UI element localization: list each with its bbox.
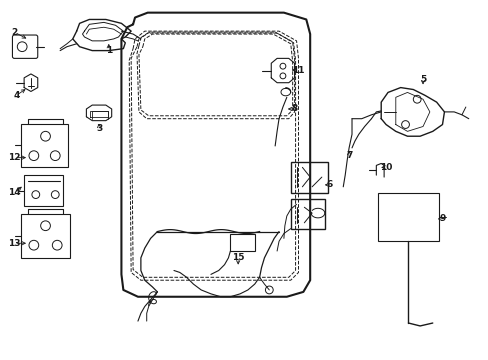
- Text: 8: 8: [291, 104, 297, 113]
- Text: 2: 2: [11, 28, 18, 37]
- Text: 15: 15: [231, 253, 244, 262]
- Text: 7: 7: [345, 151, 351, 160]
- Bar: [290, 162, 327, 193]
- Bar: [21, 214, 70, 258]
- Bar: [378, 193, 438, 241]
- Text: 10: 10: [379, 163, 391, 172]
- Text: 3: 3: [96, 124, 102, 133]
- Text: 5: 5: [419, 75, 426, 84]
- Bar: [230, 234, 254, 251]
- Bar: [21, 123, 68, 167]
- Text: 14: 14: [8, 188, 20, 197]
- Bar: [290, 199, 324, 229]
- Text: 6: 6: [326, 180, 332, 189]
- Text: 4: 4: [13, 91, 20, 100]
- Text: 12: 12: [8, 153, 20, 162]
- Text: 13: 13: [8, 239, 20, 248]
- Text: 9: 9: [438, 215, 445, 224]
- Text: 11: 11: [292, 66, 304, 75]
- Bar: [24, 175, 63, 206]
- Text: 1: 1: [105, 46, 112, 55]
